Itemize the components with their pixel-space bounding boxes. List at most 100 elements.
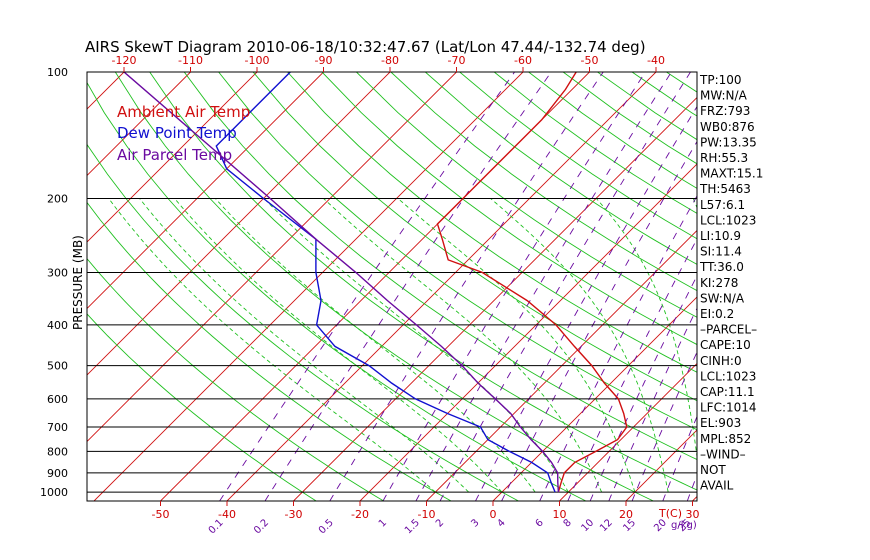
mixing-ratio-line — [264, 72, 552, 501]
mixing-ratio-line — [589, 274, 697, 501]
dry-adiabat-line — [459, 72, 697, 240]
mixing-ratio-label: 1 — [377, 517, 389, 529]
pressure-label-1000: 1000 — [40, 486, 68, 499]
isotherm-line — [87, 72, 391, 376]
mixing-ratio-line — [415, 72, 672, 501]
y-axis-label: PRESSURE (MB) — [71, 235, 85, 330]
isotherm-line — [87, 72, 125, 110]
isotherm-line — [759, 72, 870, 501]
pressure-label-700: 700 — [47, 421, 68, 434]
dry-adiabat-line — [87, 143, 519, 501]
dry-adiabat-line — [114, 72, 654, 501]
index-entry: AVAIL — [700, 479, 734, 493]
mixing-ratio-label: 3 — [469, 517, 481, 529]
bottom-tick-label: -10 — [418, 508, 436, 521]
mixing-ratio-label: 6 — [534, 517, 546, 529]
isotherm-line — [226, 72, 657, 501]
mixing-ratio-label: 8 — [562, 517, 574, 529]
legend: Ambient Air Temp Dew Point Temp Air Parc… — [117, 103, 250, 164]
index-entry: NOT — [700, 463, 726, 477]
index-entry: LFC:1014 — [700, 401, 757, 415]
mixing-ratio-label: 0.2 — [252, 517, 271, 536]
index-entry: EL:903 — [700, 416, 741, 430]
bottom-tick-label: -50 — [152, 508, 170, 521]
index-entry: –PARCEL– — [700, 323, 757, 337]
mixing-ratio-line — [439, 72, 691, 501]
isotherm-line — [293, 96, 697, 501]
moist-adiabat-line — [174, 198, 503, 493]
moist-adiabat-line — [768, 199, 772, 493]
top-tick-label: -70 — [448, 54, 466, 67]
top-tick-label: -120 — [112, 54, 137, 67]
dry-adiabat-line — [149, 72, 697, 491]
bottom-temperature-ticks: -50 -40 -30 -20 -10 0 10 20 30 — [152, 501, 700, 521]
index-entry: TP:100 — [699, 73, 742, 87]
isotherm-line — [359, 163, 697, 501]
mixing-ratio-line — [219, 72, 515, 501]
index-entry: MW:N/A — [700, 89, 748, 103]
top-temperature-ticks: -120 -110 -100 -90 -80 -70 -60 -50 -40 — [112, 54, 665, 72]
pressure-label-300: 300 — [47, 266, 68, 279]
isotherm-line — [93, 72, 524, 501]
isotherm-line — [826, 72, 870, 501]
dry-adiabat-line — [183, 72, 697, 461]
isotherm-line — [559, 362, 697, 501]
top-tick-label: -100 — [245, 54, 270, 67]
series-dew-point-temp-line — [215, 72, 556, 493]
dry-adiabat-line — [87, 313, 317, 501]
index-entry: MPL:852 — [700, 432, 751, 446]
moist-adiabat-line — [108, 198, 436, 493]
dry-adiabat-line — [425, 72, 697, 265]
index-entry: TH:5463 — [699, 182, 751, 196]
mixing-ratio-line — [382, 72, 646, 501]
top-tick-label: -60 — [514, 54, 532, 67]
legend-dew-point-temp: Dew Point Temp — [117, 124, 237, 142]
index-entry: L57:6.1 — [700, 198, 745, 212]
mixing-ratio-label: 2 — [434, 517, 446, 529]
dry-adiabat-line — [493, 72, 697, 214]
index-entry: LI:10.9 — [700, 229, 741, 243]
mixing-ratio-line — [539, 195, 697, 501]
top-tick-label: -80 — [381, 54, 399, 67]
index-entry: FRZ:793 — [700, 104, 750, 118]
mixing-ratio-label: 4 — [495, 517, 507, 529]
index-entry: LCL:1023 — [700, 213, 756, 227]
index-entry: PW:13.35 — [700, 135, 757, 149]
dry-adiabat-line — [287, 72, 697, 373]
mixing-ratio-line — [631, 351, 697, 501]
dry-adiabat-line — [804, 72, 870, 501]
dry-adiabat-line — [87, 81, 587, 501]
isotherm-line — [87, 72, 457, 443]
bottom-tick-label: 20 — [619, 508, 633, 521]
dry-adiabat-line — [218, 72, 697, 431]
mixing-ratio-line — [475, 105, 697, 501]
moist-adiabat-line — [490, 198, 669, 493]
index-entry: KI:278 — [700, 276, 738, 290]
index-entry: EI:0.2 — [700, 307, 734, 321]
dry-adiabat-line — [356, 72, 697, 318]
pressure-label-200: 200 — [47, 192, 68, 205]
pressure-label-500: 500 — [47, 360, 68, 373]
pressure-label-800: 800 — [47, 445, 68, 458]
bottom-tick-label: -30 — [285, 508, 303, 521]
index-entry: –WIND– — [700, 447, 746, 461]
index-entry: CAPE:10 — [700, 338, 751, 352]
series-ambient-air-temp-line — [436, 72, 628, 493]
top-tick-label: -110 — [178, 54, 203, 67]
isotherm-line — [492, 296, 697, 501]
mixing-ratio-line — [567, 238, 697, 501]
top-tick-label: -90 — [315, 54, 333, 67]
pressure-label-400: 400 — [47, 319, 68, 332]
index-entry: TT:36.0 — [699, 260, 744, 274]
index-entry: CINH:0 — [700, 354, 742, 368]
pressure-label-100: 100 — [47, 66, 68, 79]
index-entry: SI:11.4 — [700, 245, 742, 259]
bottom-tick-label: 0 — [490, 508, 497, 521]
dry-adiabat-line — [839, 72, 870, 501]
index-entry: RH:55.3 — [700, 151, 748, 165]
mixing-ratio-line — [608, 307, 697, 501]
isotherm-line — [0, 72, 58, 501]
top-tick-label: -40 — [647, 54, 665, 67]
